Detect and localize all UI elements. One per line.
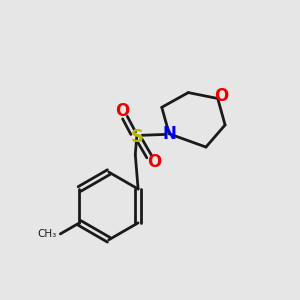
Text: S: S xyxy=(130,128,143,146)
Text: O: O xyxy=(214,87,228,105)
Text: O: O xyxy=(115,102,129,120)
Text: N: N xyxy=(162,125,176,143)
Text: CH₃: CH₃ xyxy=(38,229,57,239)
Text: O: O xyxy=(147,153,161,171)
